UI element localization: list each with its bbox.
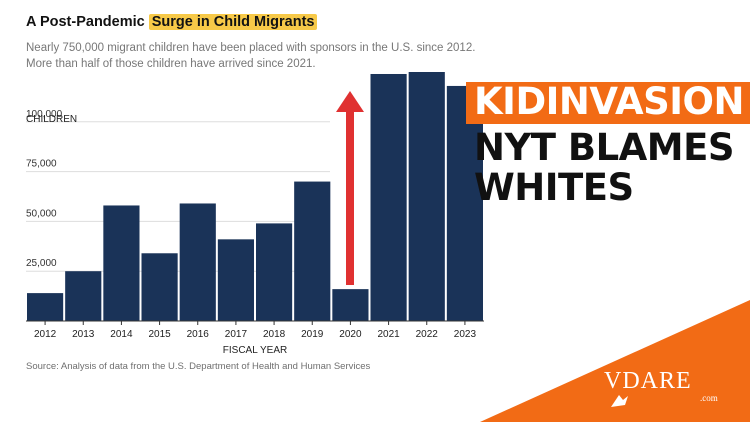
chart-title: A Post-Pandemic Surge in Child Migrants [26, 14, 318, 30]
bar-2022 [408, 72, 445, 321]
chart-subtitle: Nearly 750,000 migrant children have bee… [26, 42, 476, 70]
x-tick-label: 2020 [339, 329, 362, 340]
up-arrow-icon [336, 91, 364, 285]
x-tick-label: 2022 [416, 329, 439, 340]
x-tick-label: 2017 [225, 329, 248, 340]
headline-line-3: WHITES [474, 166, 634, 209]
vdare-logo-text: VDARE [604, 368, 692, 394]
title-highlight: Surge in Child Migrants [148, 14, 318, 30]
x-tick-label: 2023 [454, 329, 477, 340]
headline-line-2: NYT BLAMES [474, 126, 735, 169]
y-tick-label: 100,000 [26, 109, 63, 120]
y-tick-label: 50,000 [26, 208, 57, 219]
x-axis: 2012 2013 2014 2015 2016 2017 2018 2019 2020 2021… [26, 320, 484, 340]
x-tick-label: 2012 [34, 329, 57, 340]
bar-2012 [27, 293, 64, 321]
bar-2023 [446, 85, 483, 321]
y-axis-title: CHILDREN [26, 114, 77, 125]
y-tick-label: 75,000 [26, 159, 57, 170]
bar-2017 [217, 239, 254, 321]
x-tick-label: 2016 [187, 329, 210, 340]
arrow-shaft [346, 110, 354, 285]
x-tick-label: 2021 [377, 329, 400, 340]
vdare-logo-suffix: .com [700, 393, 718, 403]
source-note: Source: Analysis of data from the U.S. D… [26, 361, 371, 372]
headline-orange-box [466, 82, 750, 124]
gridlines: 25,000 50,000 75,000 100,000 [26, 109, 330, 272]
x-tick-label: 2019 [301, 329, 324, 340]
bar-2020 [332, 289, 369, 321]
y-tick-label: 25,000 [26, 258, 57, 269]
x-tick-label: 2015 [148, 329, 171, 340]
bar-2021 [370, 73, 407, 321]
x-axis-title: FISCAL YEAR [223, 345, 287, 356]
title-prefix: A Post-Pandemic [26, 14, 149, 30]
headline-line-1: KIDINVASION [474, 80, 744, 123]
bar-2018 [256, 223, 293, 321]
bar-2014 [103, 205, 140, 321]
x-tick-label: 2014 [110, 329, 133, 340]
bar-2013 [65, 271, 102, 321]
bar-2015 [141, 253, 178, 321]
x-tick-label: 2013 [72, 329, 95, 340]
bars [27, 72, 483, 321]
arrow-head [336, 91, 364, 112]
bar-2016 [179, 203, 216, 321]
x-tick-label: 2018 [263, 329, 286, 340]
bar-2019 [294, 181, 331, 321]
